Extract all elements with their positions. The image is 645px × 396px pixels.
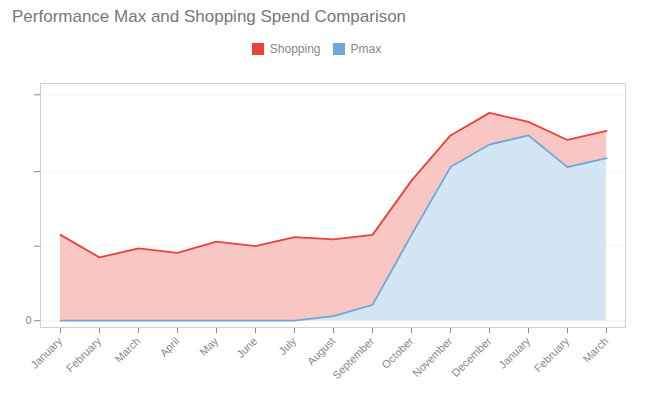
svg-text:February: February bbox=[532, 334, 572, 374]
svg-text:July: July bbox=[276, 334, 299, 357]
svg-text:0: 0 bbox=[25, 314, 31, 326]
html-text:Pmax: Pmax bbox=[350, 41, 382, 56]
html-text:Shopping: Shopping bbox=[269, 41, 321, 56]
svg-text:February: February bbox=[64, 334, 104, 374]
svg-text:January: January bbox=[496, 334, 533, 371]
html-text:Performance Max and Shopping S: Performance Max and Shopping Spend Compa… bbox=[12, 7, 407, 26]
svg-text:January: January bbox=[28, 334, 65, 371]
svg-text:March: March bbox=[580, 335, 610, 365]
svg-text:December: December bbox=[449, 335, 494, 380]
svg-text:November: November bbox=[410, 335, 455, 380]
svg-text:March: March bbox=[112, 335, 142, 365]
svg-text:May: May bbox=[197, 334, 221, 358]
svg-text:April: April bbox=[157, 335, 181, 359]
svg-text:June: June bbox=[234, 335, 259, 360]
svg-text:September: September bbox=[330, 335, 377, 382]
svg-text:October: October bbox=[379, 335, 415, 371]
svg-text:August: August bbox=[305, 335, 338, 368]
